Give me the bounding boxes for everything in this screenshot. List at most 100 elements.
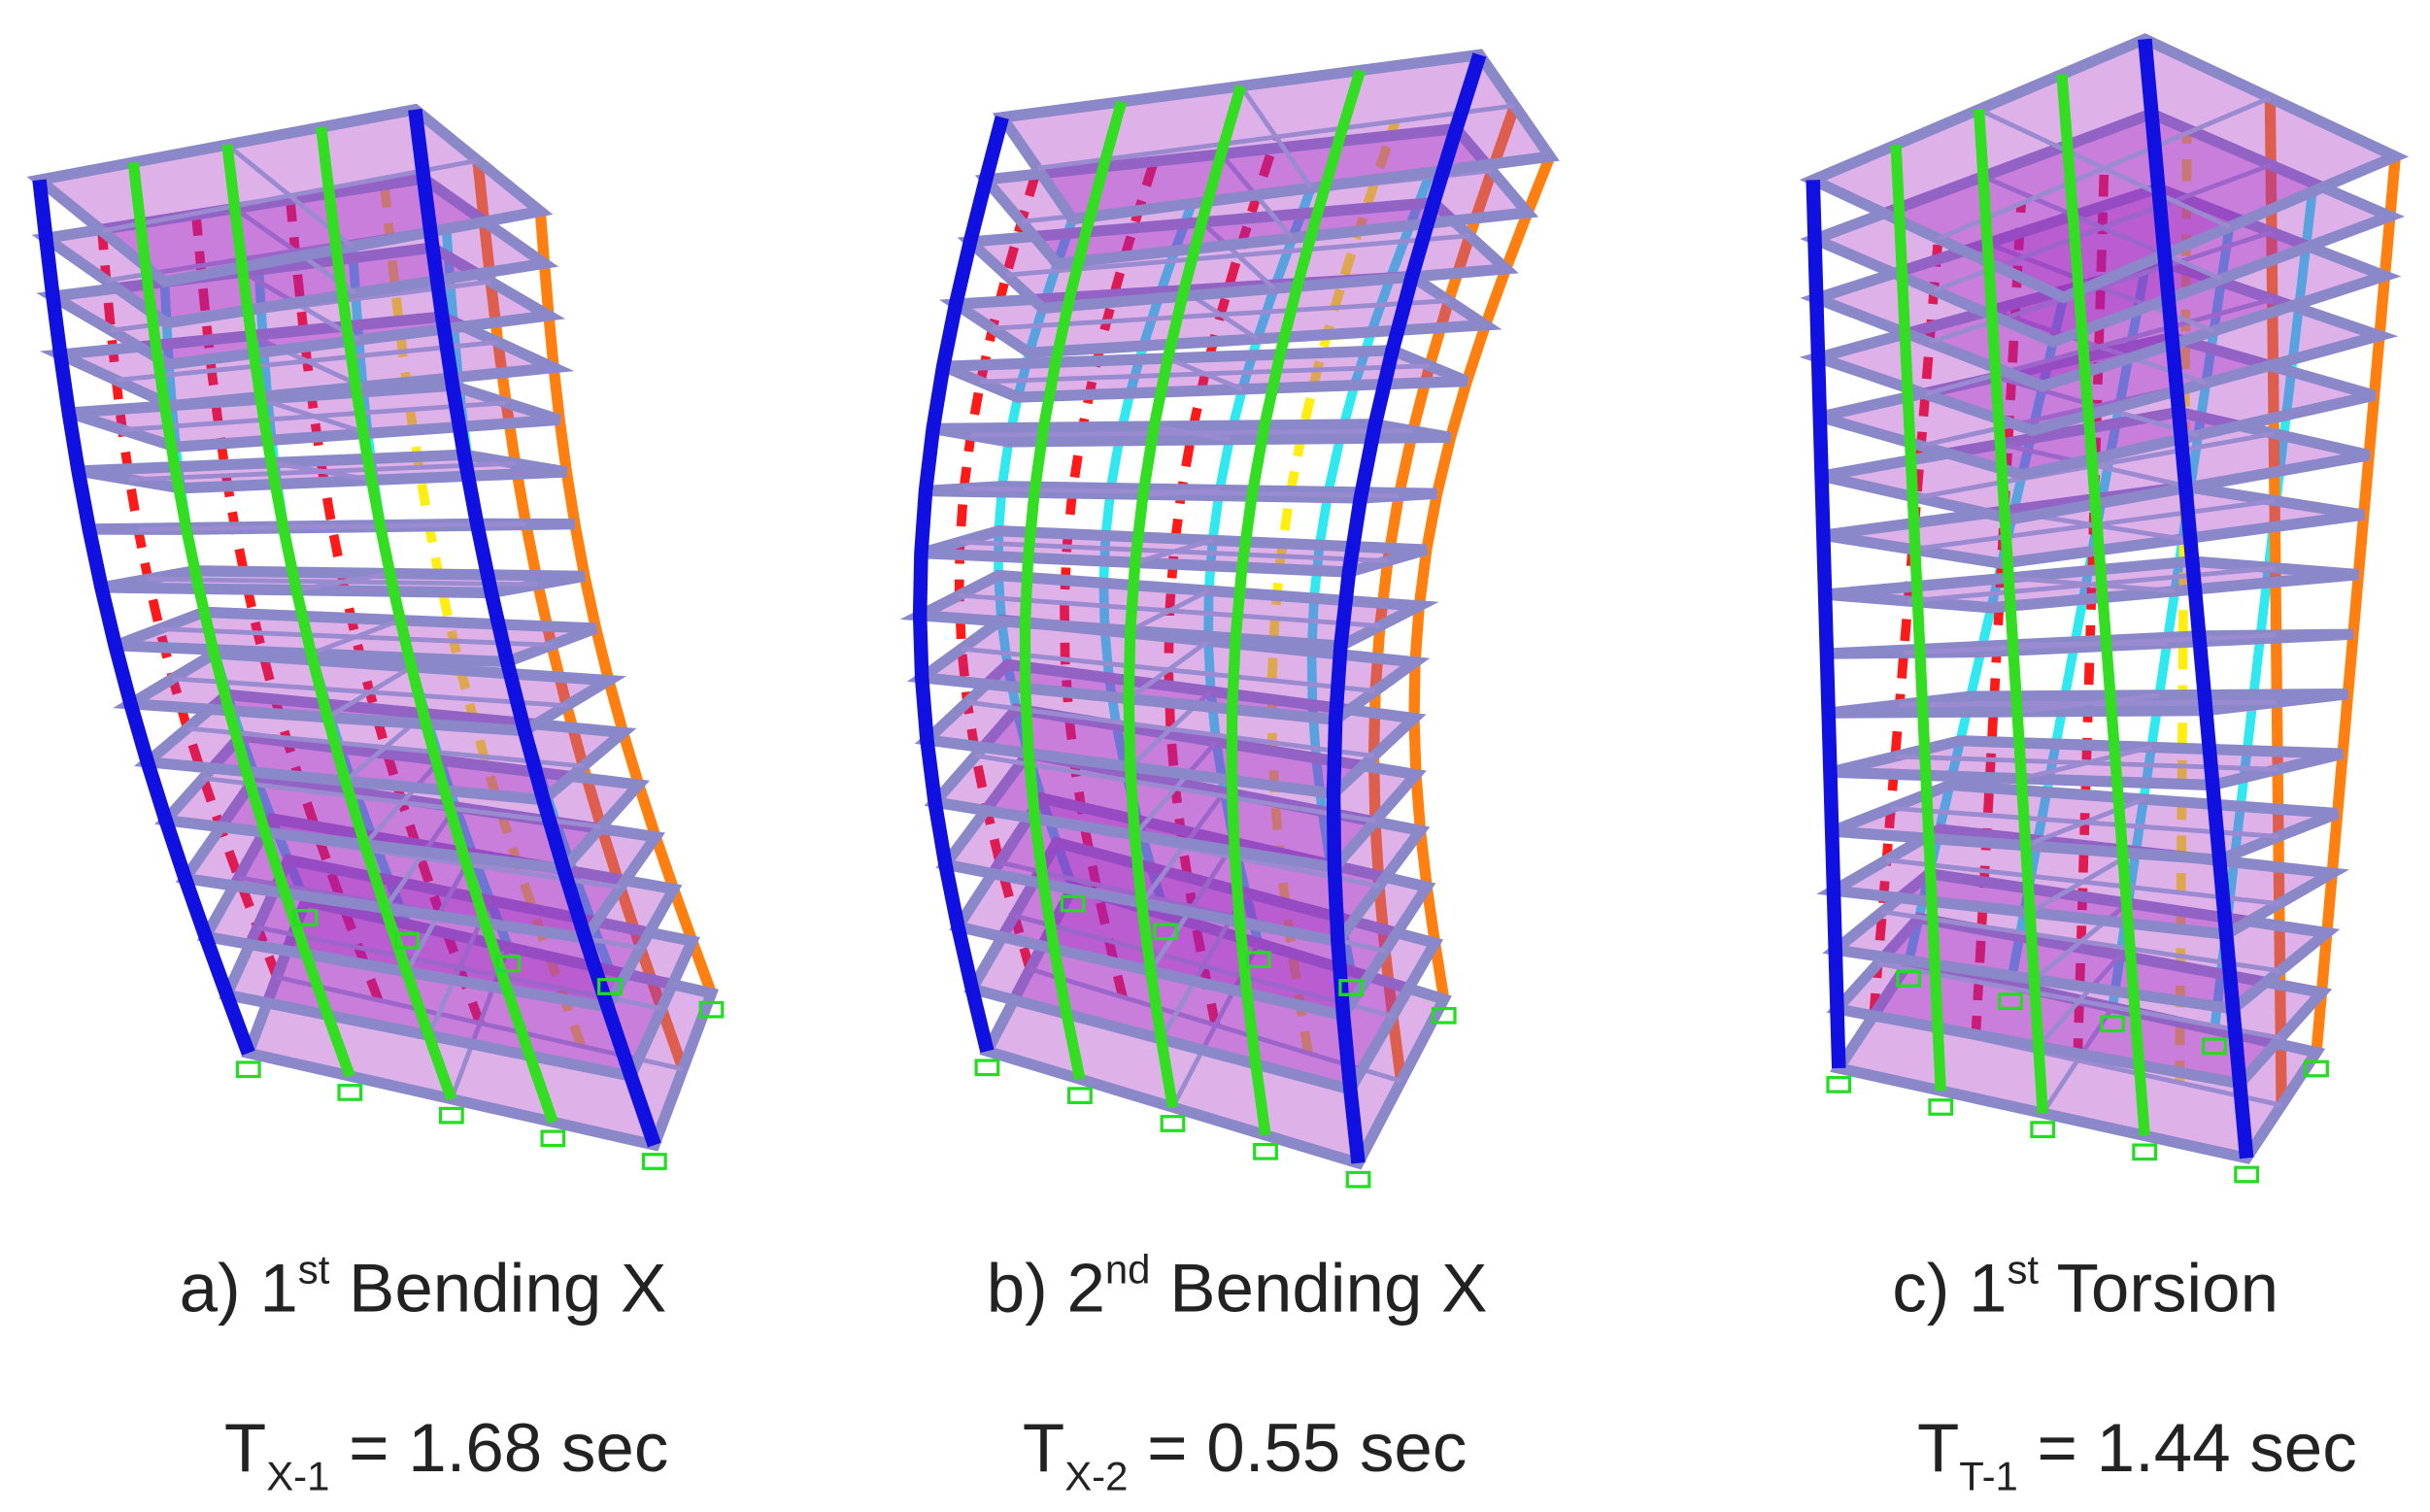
support (641, 1153, 667, 1170)
support (597, 978, 623, 995)
support (2304, 1059, 2329, 1078)
caption-suffix: Bending X (1151, 1251, 1488, 1327)
caption-suffix: Bending X (329, 1251, 666, 1327)
building (26, 103, 725, 1170)
support (1338, 979, 1365, 996)
support (1245, 951, 1271, 969)
caption: c) 1st Torsion (1892, 1247, 2278, 1327)
floor-beam (1036, 103, 1515, 171)
column (534, 211, 717, 995)
column (1408, 154, 1556, 1000)
buildings (26, 33, 2410, 1189)
period-subscript: T-1 (1959, 1453, 2018, 1498)
period-symbol: T (1023, 1410, 1064, 1487)
column (1890, 144, 1946, 1092)
caption-prefix: a) 1 (180, 1251, 298, 1327)
support (1345, 1170, 1371, 1189)
support (292, 909, 319, 926)
floor-beam (1924, 296, 2274, 397)
caption: a) 1st Bending X (180, 1247, 667, 1327)
support (2234, 1165, 2260, 1184)
support (1153, 923, 1178, 941)
floor-beam (1877, 960, 2281, 1041)
floor-beam (101, 157, 479, 234)
column (379, 177, 587, 1048)
support (1060, 894, 1086, 913)
column (97, 230, 282, 979)
floor-beam (256, 924, 662, 1011)
floor-beam (129, 460, 516, 483)
column (1326, 52, 1487, 1164)
support (438, 1106, 464, 1125)
support (2202, 1037, 2227, 1056)
support (1928, 1098, 1954, 1116)
building (899, 49, 1560, 1189)
floor-beam (1013, 913, 1394, 1019)
column (2056, 74, 2150, 1136)
support (1253, 1142, 1278, 1160)
floor-beam (975, 753, 1376, 823)
column (1226, 68, 1366, 1136)
support (1998, 992, 2023, 1010)
period-suffix: = 0.55 sec (1128, 1410, 1467, 1487)
floor-beam (1881, 909, 2280, 974)
floor-beam (138, 521, 526, 532)
support (1826, 1076, 1852, 1093)
floor-beam (202, 775, 602, 829)
column (2210, 190, 2317, 1031)
column (912, 116, 1009, 1054)
column (1806, 180, 1846, 1069)
caption-suffix: Torsion (2039, 1251, 2278, 1327)
caption-prefix: b) 2 (987, 1251, 1105, 1327)
floor-beam (1029, 966, 1402, 1084)
column (1973, 109, 2048, 1114)
floor-beam (186, 725, 584, 769)
support (2030, 1121, 2056, 1139)
floor-beam (966, 699, 1374, 758)
caption-superscript: nd (1105, 1247, 1151, 1293)
column (2311, 155, 2401, 1054)
floor-beam (1006, 233, 1470, 278)
support (235, 1060, 261, 1079)
floor-beam (1899, 699, 2278, 708)
floor-beam (121, 400, 507, 433)
column (2138, 38, 2254, 1159)
column (1971, 203, 2026, 1038)
floor-beam (276, 974, 684, 1072)
support (974, 1058, 1000, 1077)
caption: b) 2nd Bending X (987, 1247, 1488, 1327)
support (337, 1084, 363, 1101)
column (1869, 238, 1943, 1016)
support (2132, 1143, 2158, 1161)
column (32, 179, 255, 1056)
support (1431, 1006, 1457, 1025)
period-symbol: T (1917, 1410, 1959, 1487)
floor-beam (1886, 857, 2280, 907)
floor-beam (1904, 632, 2277, 655)
column (2108, 225, 2235, 1009)
column (2006, 261, 2151, 987)
caption-superscript: st (298, 1247, 330, 1293)
support (393, 931, 420, 950)
building (1799, 33, 2410, 1184)
support (495, 955, 522, 973)
column (1123, 84, 1247, 1109)
period-subscript: X-1 (266, 1453, 329, 1498)
period: TX-1 = 1.68 sec (224, 1410, 668, 1498)
caption-prefix: c) 1 (1892, 1251, 2007, 1327)
column (472, 159, 689, 1071)
floor-beam (159, 626, 552, 648)
floor-beam (148, 576, 538, 588)
floor-beam (116, 339, 498, 383)
caption-superscript: st (2007, 1247, 2039, 1293)
period-suffix: = 1.44 sec (2018, 1410, 2357, 1487)
support (2100, 1015, 2125, 1033)
floor-beam (1907, 565, 2277, 604)
support (1067, 1087, 1093, 1105)
period-subscript: X-2 (1064, 1453, 1128, 1498)
period: TT-1 = 1.44 sec (1917, 1410, 2357, 1498)
column (408, 108, 661, 1148)
period-suffix: = 1.68 sec (329, 1410, 668, 1487)
